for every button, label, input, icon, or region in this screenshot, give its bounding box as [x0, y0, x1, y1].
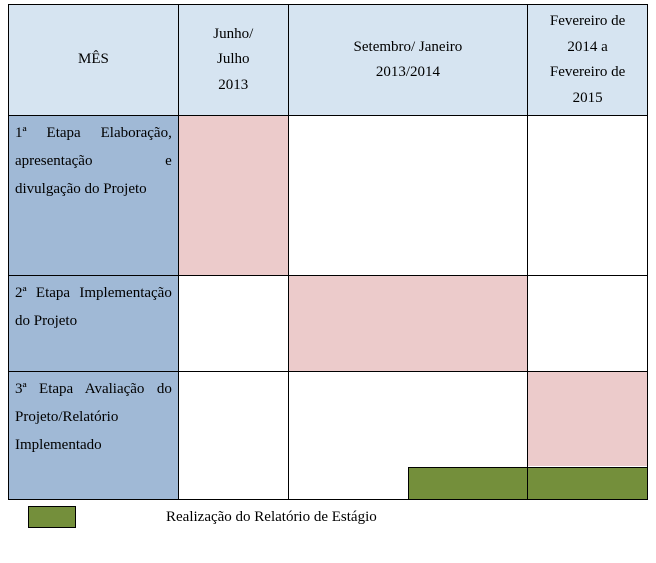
row1-label-text: 1ª Etapa Elaboração, apresentação e divu…: [15, 125, 172, 197]
header-row: MÊS Junho/ Julho 2013 Setembro/ Janeiro …: [9, 5, 648, 116]
row2-label: 2ª Etapa Implementação do Projeto: [9, 276, 179, 372]
header-mes: MÊS: [9, 5, 179, 116]
legend-swatch-green: [28, 506, 76, 528]
row2-c2: [288, 276, 528, 372]
header-fev: Fevereiro de 2014 a Fevereiro de 2015: [528, 5, 648, 116]
header-setjan-l1: Setembro/ Janeiro: [354, 39, 463, 55]
row3-c3: [528, 372, 648, 500]
row3-label: 3ª Etapa Avaliação do Projeto/Relatório …: [9, 372, 179, 500]
header-junjul-l1: Junho/: [213, 26, 253, 42]
header-fev-l1: Fevereiro de: [550, 13, 625, 29]
row-etapa3: 3ª Etapa Avaliação do Projeto/Relatório …: [9, 372, 648, 500]
header-junjul: Junho/ Julho 2013: [178, 5, 288, 116]
header-setjan: Setembro/ Janeiro 2013/2014: [288, 5, 528, 116]
row3-c1: [178, 372, 288, 500]
row3-c3-pink: [528, 372, 647, 466]
row2-c3: [528, 276, 648, 372]
row2-c1: [178, 276, 288, 372]
row1-c3: [528, 116, 648, 276]
row2-label-text: 2ª Etapa Implementação do Projeto: [15, 285, 172, 329]
header-setjan-l2: 2013/2014: [376, 64, 440, 80]
header-fev-l3: Fevereiro de: [550, 64, 625, 80]
table-wrapper: MÊS Junho/ Julho 2013 Setembro/ Janeiro …: [0, 4, 656, 563]
row-etapa2: 2ª Etapa Implementação do Projeto: [9, 276, 648, 372]
legend-text: Realização do Relatório de Estágio: [166, 509, 377, 526]
legend: Realização do Relatório de Estágio: [8, 506, 656, 528]
row3-c2: [288, 372, 528, 500]
row1-label: 1ª Etapa Elaboração, apresentação e divu…: [9, 116, 179, 276]
header-fev-l2: 2014 a: [567, 39, 607, 55]
row1-c2: [288, 116, 528, 276]
row3-c3-greenbar: [528, 467, 647, 499]
header-mes-text: MÊS: [78, 51, 109, 67]
row3-label-text: 3ª Etapa Avaliação do Projeto/Relatório …: [15, 381, 172, 453]
header-junjul-l3: 2013: [218, 77, 248, 93]
header-junjul-l2: Julho: [217, 51, 250, 67]
gantt-table: MÊS Junho/ Julho 2013 Setembro/ Janeiro …: [8, 4, 648, 500]
header-fev-l4: 2015: [573, 90, 603, 106]
row-etapa1: 1ª Etapa Elaboração, apresentação e divu…: [9, 116, 648, 276]
row1-c1: [178, 116, 288, 276]
row3-c2-greenbar: [408, 467, 527, 499]
